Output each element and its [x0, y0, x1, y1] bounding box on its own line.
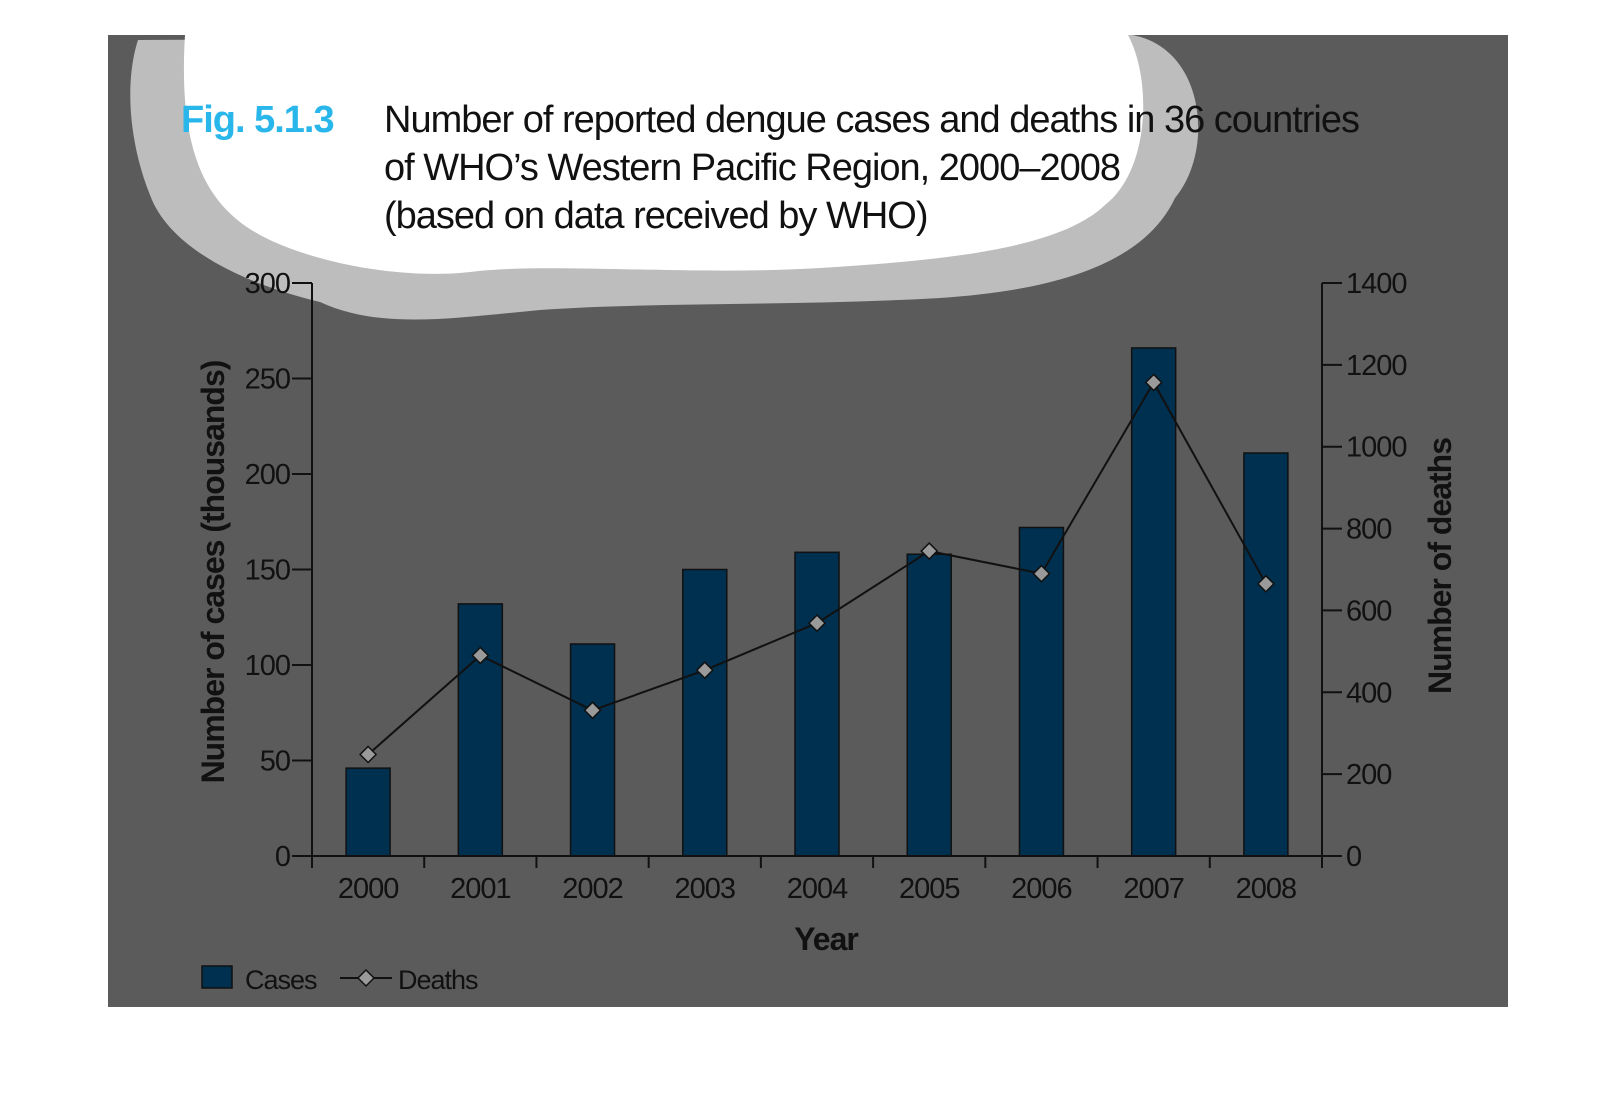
left-y-tick-label: 250: [245, 364, 290, 396]
x-tick-label: 2002: [562, 873, 623, 905]
deaths-point-2008: [1256, 574, 1275, 593]
x-tick-label: 2003: [675, 873, 736, 905]
right-y-tick-label: 800: [1346, 514, 1391, 546]
right-y-tick-label: 0: [1346, 841, 1361, 873]
x-axis-title: Year: [794, 921, 858, 957]
bar-cases-2008: [1243, 452, 1289, 857]
right-y-tick-label: 1200: [1346, 350, 1407, 382]
left-y-ticks: 0 50 100 150 200 250 300: [245, 268, 312, 873]
legend-deaths-label: Deaths: [398, 965, 478, 995]
x-ticks: 2000 2001 2002 2003 2004 2005 2006 2007 2008: [311, 856, 1323, 905]
x-tick-label: 2007: [1123, 873, 1184, 905]
x-tick-label: 2005: [899, 873, 960, 905]
left-y-tick-label: 200: [245, 459, 290, 491]
deaths-point-2006: [1032, 564, 1051, 583]
right-y-tick-label: 200: [1346, 759, 1391, 791]
legend-cases-label: Cases: [245, 965, 317, 995]
deaths-point-2005: [920, 542, 939, 561]
bar-cases-2002: [569, 643, 616, 857]
deaths-point-2007: [1144, 373, 1163, 392]
figure-title-line-1: Number of reported dengue cases and deat…: [384, 99, 1359, 141]
left-y-tick-label: 100: [245, 650, 290, 682]
left-y-tick-label: 0: [275, 841, 290, 873]
right-y-tick-label: 1000: [1346, 432, 1407, 464]
right-y-tick-label: 1400: [1346, 268, 1407, 300]
x-tick-label: 2000: [338, 873, 399, 905]
left-y-tick-label: 150: [245, 555, 290, 587]
bar-cases-2004: [794, 551, 840, 857]
deaths-point-2003: [695, 661, 714, 680]
deaths-point-2004: [807, 614, 827, 633]
x-tick-label: 2008: [1236, 873, 1297, 905]
right-y-ticks: 0 200 400 600 800 1000 1200 1400: [1322, 268, 1408, 873]
title-highlight-fill: [183, 35, 1144, 274]
left-y-tick-label: 50: [260, 746, 290, 778]
left-y-tick-label: 300: [245, 268, 290, 300]
deaths-line-series: [359, 373, 1275, 764]
bar-cases-2001: [457, 603, 504, 857]
bar-cases-2000: [345, 767, 391, 857]
deaths-point-2000: [359, 745, 378, 764]
x-tick-label: 2006: [1011, 873, 1072, 905]
cases-bars: [345, 347, 1289, 857]
figure-title-line-3: (based on data received by WHO): [384, 195, 928, 237]
right-y-tick-label: 600: [1346, 595, 1391, 627]
left-y-axis-title: Number of cases (thousands): [195, 360, 231, 783]
legend-deaths-marker: [356, 968, 376, 988]
x-tick-label: 2004: [787, 873, 848, 905]
right-y-axis-title: Number of deaths: [1422, 438, 1458, 694]
figure-number: Fig. 5.1.3: [181, 99, 334, 141]
right-y-tick-label: 400: [1346, 677, 1391, 709]
bar-cases-2003: [682, 568, 728, 857]
bar-cases-2007: [1130, 347, 1177, 857]
legend: Cases Deaths: [201, 965, 479, 995]
bar-cases-2005: [906, 553, 952, 857]
x-tick-label: 2001: [450, 873, 511, 905]
deaths-point-2001: [471, 646, 490, 665]
deaths-point-2002: [583, 701, 602, 720]
figure-title-line-2: of WHO’s Western Pacific Region, 2000–20…: [384, 147, 1120, 189]
legend-cases-swatch: [201, 965, 233, 989]
